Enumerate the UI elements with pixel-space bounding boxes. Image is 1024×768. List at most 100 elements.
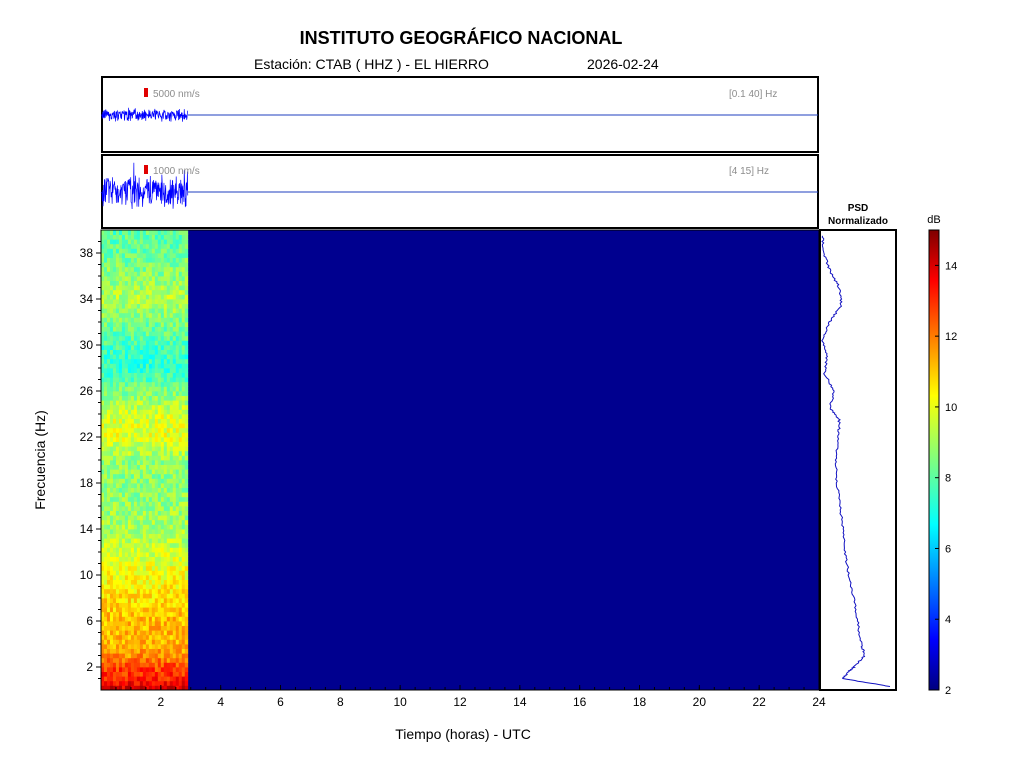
spectrogram-cell — [151, 506, 156, 511]
spectrogram-cell — [175, 400, 180, 406]
spectrogram-cell — [163, 349, 168, 355]
spectrogram-cell — [175, 345, 180, 350]
spectrogram-cell — [136, 409, 141, 415]
spectrogram-cell — [151, 289, 156, 295]
spectrogram-cell — [115, 556, 120, 562]
spectrogram-cell — [178, 414, 183, 419]
spectrogram-cell — [115, 322, 120, 327]
spectrogram-cell — [145, 363, 150, 369]
spectrogram-cell — [101, 464, 105, 470]
spectrogram-cell — [181, 358, 186, 364]
spectrogram-cell — [136, 381, 141, 387]
spectrogram-cell — [163, 294, 168, 300]
spectrogram-cell — [160, 510, 165, 516]
spectrogram-cell — [136, 676, 141, 682]
x-tick-label: 16 — [573, 695, 587, 709]
spectrogram-cell — [151, 427, 156, 433]
spectrogram-cell — [103, 372, 108, 378]
spectrogram-cell — [181, 501, 186, 507]
spectrogram-cell — [115, 533, 120, 539]
spectrogram-cell — [118, 483, 123, 488]
spectrogram-cell — [106, 409, 111, 415]
spectrogram-cell — [160, 446, 165, 452]
spectrogram-cell — [109, 455, 114, 461]
spectrogram-cell — [127, 542, 132, 548]
spectrogram-cell — [184, 473, 189, 479]
spectrogram-cell — [112, 243, 117, 249]
spectrogram-cell — [124, 446, 129, 452]
spectrogram-cell — [181, 510, 186, 516]
spectrogram-cell — [118, 285, 123, 291]
spectrogram-cell — [160, 386, 165, 392]
spectrogram-cell — [121, 372, 126, 378]
spectrogram-cell — [103, 271, 108, 277]
spectrogram-cell — [106, 662, 111, 668]
spectrogram-cell — [184, 335, 189, 341]
spectrogram-cell — [136, 621, 141, 626]
spectrogram-cell — [169, 676, 174, 682]
spectrogram-cell — [148, 506, 153, 511]
spectrogram-cell — [184, 630, 189, 636]
spectrogram-cell — [151, 460, 156, 465]
spectrogram-cell — [118, 271, 123, 277]
spectrogram-cell — [169, 565, 174, 571]
spectrogram-cell — [115, 575, 120, 580]
spectrogram-cell — [154, 271, 159, 277]
spectrogram-cell — [112, 634, 117, 640]
spectrogram-cell — [154, 492, 159, 498]
spectrogram-cell — [169, 441, 174, 447]
spectrogram-cell — [160, 575, 165, 580]
spectrogram-cell — [142, 450, 147, 456]
spectrogram-cell — [127, 266, 132, 272]
spectrogram-cell — [139, 565, 144, 571]
spectrogram-cell — [169, 437, 174, 442]
spectrogram-cell — [101, 607, 105, 613]
spectrogram-cell — [136, 616, 141, 622]
spectrogram-cell — [118, 621, 123, 626]
spectrogram-cell — [136, 607, 141, 613]
spectrogram-cell — [106, 598, 111, 603]
spectrogram-cell — [148, 552, 153, 557]
spectrogram-cell — [166, 437, 171, 442]
spectrogram-cell — [130, 243, 135, 249]
spectrogram-cell — [163, 662, 168, 668]
spectrogram-cell — [112, 409, 117, 415]
spectrogram-cell — [124, 271, 129, 277]
spectrogram-cell — [139, 575, 144, 580]
spectrogram-cell — [151, 340, 156, 346]
spectrogram-cell — [133, 542, 138, 548]
spectrogram-cell — [163, 312, 168, 318]
spectrogram-cell — [101, 289, 105, 295]
spectrogram-cell — [151, 552, 156, 557]
spectrogram-cell — [145, 483, 150, 488]
spectrogram-cell — [124, 368, 129, 373]
spectrogram-cell — [184, 607, 189, 613]
spectrogram-cell — [169, 552, 174, 557]
spectrogram-cell — [112, 506, 117, 511]
spectrogram-cell — [181, 322, 186, 327]
spectrogram-cell — [106, 657, 111, 663]
spectrogram-cell — [154, 285, 159, 291]
spectrogram-cell — [109, 427, 114, 433]
spectrogram-cell — [172, 598, 177, 603]
spectrogram-cell — [160, 662, 165, 668]
spectrogram-cell — [175, 653, 180, 659]
spectrogram-cell — [142, 547, 147, 553]
spectrogram-cell — [130, 303, 135, 309]
spectrogram-cell — [169, 368, 174, 373]
spectrogram-cell — [124, 400, 129, 406]
spectrogram-cell — [163, 630, 168, 636]
spectrogram-cell — [109, 657, 114, 663]
spectrogram-cell — [118, 542, 123, 548]
spectrogram-cell — [139, 437, 144, 442]
spectrogram-cell — [121, 322, 126, 327]
spectrogram-cell — [172, 501, 177, 507]
spectrogram-cell — [151, 584, 156, 590]
spectrogram-cell — [133, 395, 138, 401]
spectrogram-cell — [133, 409, 138, 415]
spectrogram-cell — [148, 602, 153, 608]
spectrogram-cell — [139, 598, 144, 603]
spectrogram-cell — [157, 450, 162, 456]
spectrogram-cell — [175, 561, 180, 567]
spectrogram-cell — [127, 552, 132, 557]
